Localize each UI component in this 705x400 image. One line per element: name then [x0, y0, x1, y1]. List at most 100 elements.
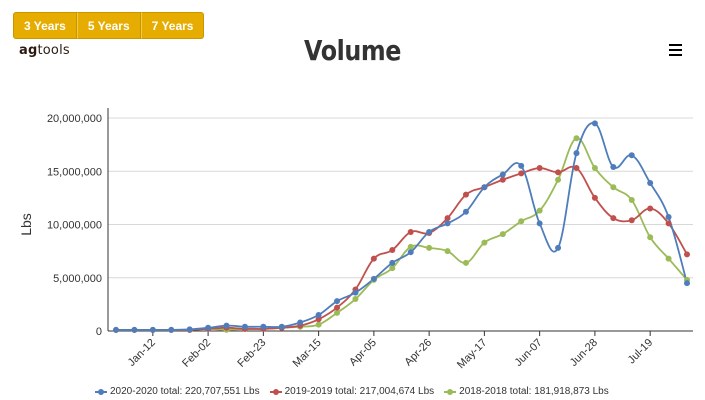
x-tick-label: Feb-23	[235, 337, 268, 370]
x-tick-label: Jun-28	[568, 337, 600, 369]
data-point-s0	[536, 220, 543, 227]
data-point-s1	[628, 217, 635, 224]
series-line-0	[115, 122, 688, 331]
y-tick-label: 10,000,000	[47, 220, 102, 232]
x-tick-label: Jan-12	[126, 337, 158, 369]
series-line-1	[115, 165, 688, 331]
data-point-s0	[113, 326, 119, 333]
data-point-s0	[370, 275, 377, 282]
data-point-s1	[499, 176, 506, 183]
data-point-s0	[205, 324, 212, 331]
data-point-s1	[462, 191, 469, 198]
data-point-s2	[499, 231, 506, 238]
data-point-s2	[462, 259, 469, 266]
data-point-s2	[555, 176, 562, 183]
data-point-s0	[168, 326, 175, 333]
x-tick-label: Feb-02	[180, 337, 213, 370]
logo-rest: tools	[37, 43, 70, 58]
y-tick-label: 20,000,000	[47, 113, 102, 125]
7-years-button[interactable]: 7 Years	[140, 12, 205, 39]
data-point-s0	[352, 289, 359, 296]
volume-chart: 0 5,000,000 10,000,000 15,000,000 20,000,000…	[18, 108, 693, 371]
data-point-s0	[518, 162, 525, 169]
x-tick-label: May-17	[455, 337, 489, 371]
chart-title: Volume	[304, 34, 401, 67]
data-point-s1	[334, 304, 341, 311]
legend-label: 2018-2018 total: 181,918,873 Lbs	[459, 386, 609, 397]
data-point-s1	[610, 215, 617, 222]
data-point-s0	[628, 152, 635, 159]
data-point-s2	[610, 184, 617, 191]
data-point-s2	[573, 135, 580, 142]
data-point-s1	[536, 165, 543, 172]
data-point-s1	[389, 247, 396, 254]
chart-legend: 2020-2020 total: 220,707,551 Lbs 2019-201…	[95, 386, 609, 397]
data-point-s1	[370, 255, 377, 262]
data-point-s1	[407, 228, 414, 235]
data-point-s0	[444, 220, 451, 227]
data-point-s1	[444, 215, 451, 222]
data-point-s2	[315, 321, 322, 328]
data-point-s1	[555, 169, 562, 176]
data-point-s1	[573, 165, 580, 172]
data-point-s0	[389, 259, 396, 266]
year-range-buttons: 3 Years 5 Years 7 Years	[13, 12, 205, 39]
y-axis-title: Lbs	[18, 213, 34, 236]
agtools-logo: agtools	[19, 43, 70, 58]
x-tick-label: Jul-19	[626, 337, 656, 367]
x-tick-label: Apr-05	[347, 337, 379, 369]
data-point-s2	[389, 265, 396, 272]
data-point-s2	[352, 296, 359, 303]
data-point-s2	[426, 244, 433, 251]
data-point-s0	[481, 184, 488, 191]
data-point-s0	[426, 228, 433, 235]
data-point-s0	[334, 298, 341, 305]
data-point-s1	[665, 220, 672, 227]
y-tick-label: 15,000,000	[47, 166, 102, 178]
data-point-s1	[684, 251, 690, 258]
legend-label: 2019-2019 total: 217,004,674 Lbs	[284, 386, 435, 397]
hamburger-menu-icon[interactable]	[669, 44, 689, 60]
x-tick-label: Mar-15	[291, 337, 324, 370]
data-point-s0	[186, 326, 193, 333]
data-point-s1	[518, 170, 525, 177]
data-point-s0	[647, 179, 654, 186]
data-point-s0	[297, 319, 304, 326]
data-point-s0	[407, 249, 414, 256]
x-tick-label: Apr-26	[402, 337, 434, 369]
data-point-s1	[591, 194, 598, 201]
y-tick-label: 0	[96, 326, 102, 338]
data-point-s1	[315, 316, 322, 323]
data-point-s1	[647, 205, 654, 212]
data-point-s2	[518, 218, 525, 225]
data-point-s0	[278, 323, 285, 330]
legend-item-2[interactable]: 2018-2018 total: 181,918,873 Lbs	[444, 386, 609, 397]
data-point-s2	[334, 309, 341, 316]
data-point-s0	[315, 312, 322, 319]
series-line-2	[115, 137, 688, 331]
data-point-s0	[555, 244, 562, 251]
legend-item-0[interactable]: 2020-2020 total: 220,707,551 Lbs	[95, 386, 260, 397]
data-point-s2	[444, 248, 451, 255]
legend-label: 2020-2020 total: 220,707,551 Lbs	[110, 386, 260, 397]
5-years-button[interactable]: 5 Years	[76, 12, 141, 39]
data-point-s2	[647, 234, 654, 241]
legend-marker-icon	[95, 388, 107, 396]
data-point-s0	[149, 326, 156, 333]
data-point-s2	[536, 207, 543, 214]
data-point-s0	[241, 323, 248, 330]
data-point-s0	[591, 120, 598, 127]
data-point-s0	[610, 163, 617, 170]
data-point-s0	[462, 208, 469, 215]
data-point-s2	[591, 165, 598, 172]
3-years-button[interactable]: 3 Years	[13, 12, 77, 39]
data-point-s0	[260, 323, 267, 330]
data-point-s2	[481, 239, 488, 246]
data-point-s0	[684, 280, 690, 287]
logo-bold: ag	[19, 43, 38, 58]
data-point-s0	[573, 150, 580, 157]
y-tick-label: 5,000,000	[53, 273, 102, 285]
data-point-s0	[665, 214, 672, 221]
data-point-s0	[499, 171, 506, 178]
legend-item-1[interactable]: 2019-2019 total: 217,004,674 Lbs	[269, 386, 435, 397]
